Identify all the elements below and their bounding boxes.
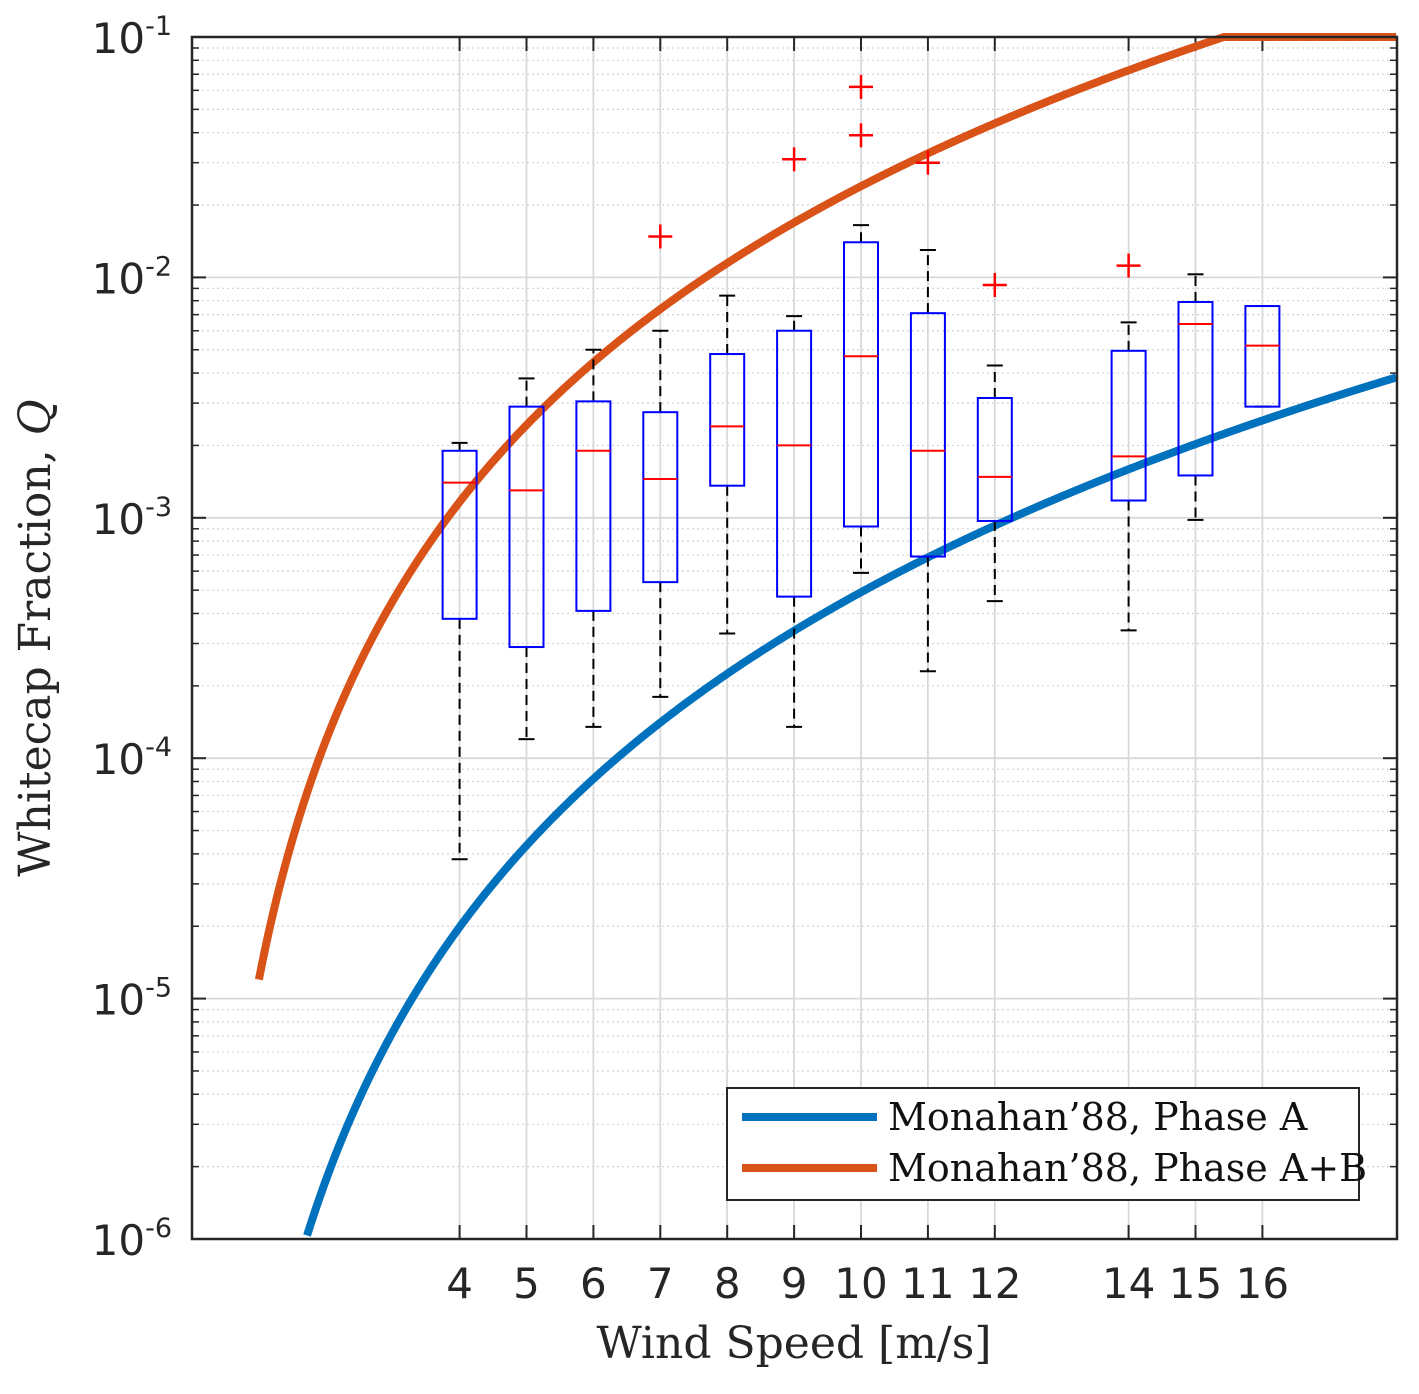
x-tick-label: 16	[1236, 1259, 1289, 1308]
iqr-box	[709, 353, 746, 487]
y-axis-title-symbol: Q	[10, 399, 61, 435]
axes	[190, 35, 1399, 1241]
y-tick-base: 10	[92, 14, 145, 63]
box-11	[909, 150, 946, 673]
iqr-box	[1177, 301, 1214, 477]
y-tick-exponent: -2	[145, 251, 172, 282]
iqr-box	[1244, 305, 1281, 408]
y-tick-label: 10-6	[92, 1213, 172, 1265]
y-tick-label: 10-4	[92, 732, 172, 784]
curves	[254, 33, 1398, 1237]
y-tick-base: 10	[92, 976, 145, 1025]
phase-a-curve	[303, 373, 1398, 1237]
box-6	[575, 348, 612, 728]
box-4	[441, 441, 478, 861]
x-tick-label: 6	[580, 1259, 607, 1308]
x-tick-label: 7	[647, 1259, 674, 1308]
y-tick-label: 10-3	[92, 492, 172, 544]
legend-box	[726, 1087, 1360, 1201]
box-10	[843, 74, 879, 574]
y-tick-label: 10-2	[92, 251, 172, 303]
x-axis-title: Wind Speed [m/s]	[596, 1318, 991, 1369]
grid	[192, 36, 1397, 1240]
x-tick-label: 15	[1169, 1259, 1222, 1308]
boxplots	[441, 74, 1281, 861]
x-tick-label: 9	[781, 1259, 808, 1308]
y-tick-label: 10-1	[92, 11, 172, 63]
legend: Monahan’88, Phase A Monahan’88, Phase A+…	[726, 1087, 1367, 1201]
box-5	[508, 377, 545, 741]
box-16	[1244, 305, 1281, 408]
iqr-box	[1110, 349, 1147, 502]
y-tick-exponent: -3	[145, 492, 172, 523]
iqr-box	[508, 405, 545, 649]
y-axis-title-text: Whitecap Fraction,	[10, 435, 61, 876]
x-tick-label: 5	[513, 1259, 540, 1308]
y-tick-exponent: -4	[145, 732, 172, 763]
y-tick-base: 10	[92, 495, 145, 544]
x-tick-label: 12	[968, 1259, 1021, 1308]
legend-label-phase-ab: Monahan’88, Phase A+B	[888, 1146, 1367, 1190]
iqr-box	[642, 411, 679, 584]
y-tick-base: 10	[92, 254, 145, 303]
y-axis-title: Whitecap Fraction, Q	[10, 399, 61, 876]
x-tick-label: 14	[1102, 1259, 1155, 1308]
x-tick-label: 10	[834, 1259, 887, 1308]
plot-frame	[190, 35, 1399, 1241]
legend-label-phase-a: Monahan’88, Phase A	[888, 1095, 1308, 1139]
iqr-box	[441, 449, 478, 620]
iqr-box	[976, 397, 1013, 522]
y-tick-exponent: -1	[145, 11, 172, 42]
box-15	[1177, 273, 1214, 521]
box-7	[642, 224, 679, 698]
tick-labels: 4 5 6 7 8 9 10 11 12 14 15 1610-610-510-410-310-210…	[92, 11, 1290, 1308]
y-tick-base: 10	[92, 1216, 145, 1265]
box-14	[1110, 253, 1147, 632]
y-tick-exponent: -6	[145, 1213, 172, 1244]
box-9	[776, 147, 813, 728]
x-tick-label: 8	[714, 1259, 741, 1308]
phase-ab-curve	[254, 33, 1397, 981]
iqr-box	[776, 329, 813, 598]
y-tick-label: 10-5	[92, 973, 172, 1025]
x-tick-label: 11	[901, 1259, 954, 1308]
iqr-box	[909, 312, 946, 558]
box-12	[976, 272, 1013, 603]
y-tick-base: 10	[92, 735, 145, 784]
x-tick-label: 4	[446, 1259, 473, 1308]
box-8	[709, 294, 746, 635]
iqr-box	[575, 400, 612, 612]
iqr-box	[843, 241, 879, 528]
y-tick-exponent: -5	[145, 973, 172, 1004]
